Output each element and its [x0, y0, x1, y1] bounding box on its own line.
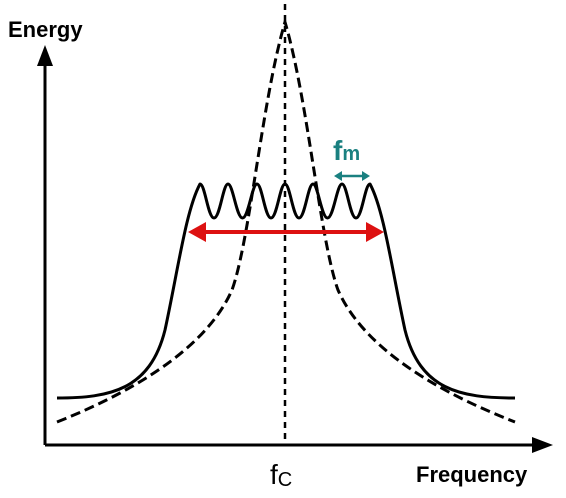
x-axis-arrowhead: [532, 437, 553, 453]
modulation-frequency-main: f: [333, 135, 343, 166]
fm-spacing-arrow: [334, 171, 370, 181]
modulated-spectrum-curve: [56, 182, 516, 400]
center-frequency-main: f: [270, 459, 278, 490]
modulation-frequency-label: fm: [333, 135, 360, 166]
y-axis-label: Energy: [8, 17, 83, 42]
carrier-spectrum-curve: [56, 16, 516, 424]
center-frequency-label: fC: [270, 459, 292, 491]
y-axis-arrowhead: [37, 45, 53, 66]
axes: [37, 45, 553, 453]
modulation-frequency-subscript: m: [342, 143, 360, 165]
x-axis-label: Frequency: [416, 462, 528, 487]
bandwidth-arrow: [188, 222, 384, 242]
center-frequency-subscript: C: [278, 469, 292, 491]
